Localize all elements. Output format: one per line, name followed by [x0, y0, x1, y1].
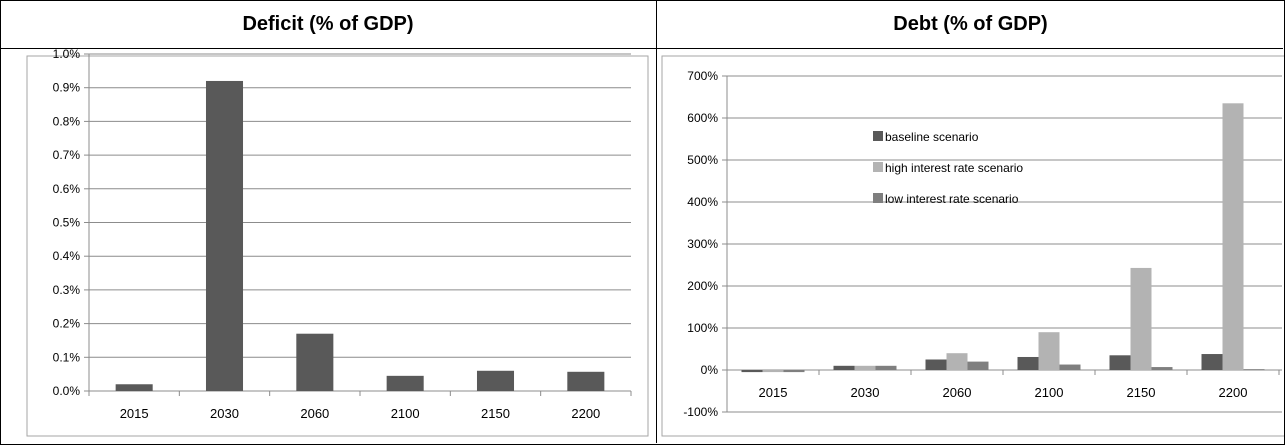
deficit-y-tick-label: 0.4%	[53, 249, 81, 263]
debt-bar-2200-series-2	[1222, 103, 1244, 371]
debt-bar-2030-series-3	[875, 365, 897, 370]
debt-x-tick-label: 2015	[759, 385, 788, 400]
debt-bar-2060-series-1	[925, 359, 947, 370]
debt-bar-2100-series-1	[1017, 356, 1039, 370]
debt-x-tick-label: 2100	[1035, 385, 1064, 400]
deficit-y-tick-label: 1.0%	[53, 49, 81, 61]
deficit-plot-border	[26, 55, 649, 437]
debt-bar-2060-series-3	[967, 361, 989, 370]
debt-y-tick-label: 0%	[701, 363, 719, 377]
debt-bar-2015-series-2	[762, 370, 784, 373]
deficit-x-tick-label: 2015	[120, 406, 149, 421]
debt-x-tick-label: 2200	[1219, 385, 1248, 400]
debt-y-tick-label: 700%	[687, 69, 718, 83]
deficit-bar-2150	[476, 370, 515, 391]
debt-legend-swatch	[873, 162, 883, 172]
deficit-y-tick-label: 0.7%	[53, 148, 81, 162]
debt-y-tick-label: 600%	[687, 111, 718, 125]
debt-chart: -100% 0% 100% 200% 300% 400% 500% 600% 700% 2015 2…	[661, 55, 1284, 437]
debt-x-tick-label: 2150	[1127, 385, 1156, 400]
debt-bar-2150-series-3	[1151, 367, 1173, 370]
deficit-chart-title: Deficit (% of GDP)	[242, 13, 414, 35]
debt-bar-2100-series-2	[1038, 332, 1060, 370]
deficit-x-tick-label: 2150	[481, 406, 510, 421]
debt-y-tick-label: 300%	[687, 237, 718, 251]
deficit-y-tick-label: 0.1%	[53, 350, 81, 364]
debt-bar-2015-series-1	[741, 370, 763, 373]
debt-bar-2030-series-1	[833, 365, 855, 370]
deficit-y-tick-label: 0.8%	[53, 114, 81, 128]
debt-bar-2100-series-3	[1059, 364, 1081, 370]
debt-bar-2200-series-1	[1201, 354, 1223, 370]
deficit-y-tick-label: 0.3%	[53, 283, 81, 297]
deficit-y-tick-label: 0.9%	[53, 81, 81, 95]
debt-y-tick-label: 400%	[687, 195, 718, 209]
deficit-x-tick-label: 2100	[391, 406, 420, 421]
debt-bar-2150-series-1	[1109, 355, 1131, 370]
debt-legend-label: baseline scenario	[885, 130, 979, 144]
deficit-x-tick-label: 2060	[300, 406, 329, 421]
deficit-bar-2030	[205, 80, 244, 392]
debt-legend-label: high interest rate scenario	[885, 161, 1023, 175]
debt-legend-swatch	[873, 193, 883, 203]
deficit-y-tick-label: 0.0%	[53, 384, 81, 398]
deficit-bar-2015	[115, 384, 153, 391]
debt-y-tick-label: 100%	[687, 321, 718, 335]
debt-plot-border	[661, 55, 1284, 437]
title-divider	[0, 48, 1283, 49]
deficit-y-tick-label: 0.5%	[53, 216, 81, 230]
debt-chart-title: Debt (% of GDP)	[893, 13, 1048, 35]
debt-legend-label: low interest rate scenario	[885, 192, 1019, 206]
debt-legend-swatch	[873, 131, 883, 141]
debt-bar-2200-series-3	[1243, 369, 1265, 371]
deficit-bar-2100	[386, 375, 424, 391]
debt-bar-2150-series-2	[1130, 267, 1152, 370]
debt-x-tick-label: 2060	[943, 385, 972, 400]
debt-bar-2030-series-2	[854, 365, 876, 370]
deficit-bar-2060	[296, 333, 334, 391]
deficit-y-tick-label: 0.6%	[53, 182, 81, 196]
deficit-bar-2200	[567, 371, 605, 391]
deficit-x-tick-label: 2200	[571, 406, 600, 421]
deficit-x-tick-label: 2030	[210, 406, 239, 421]
deficit-chart: 0.0% 0.1% 0.2% 0.3% 0.4% 0.5% 0.6% 0.7% 0.8% 0.9%…	[26, 49, 649, 437]
debt-bar-2060-series-2	[946, 353, 968, 370]
debt-x-tick-label: 2030	[851, 385, 880, 400]
debt-y-tick-label: 200%	[687, 279, 718, 293]
panel-divider	[656, 0, 657, 443]
deficit-y-tick-label: 0.2%	[53, 317, 81, 331]
debt-y-tick-label: 500%	[687, 153, 718, 167]
debt-y-tick-label: -100%	[683, 405, 718, 419]
debt-bar-2015-series-3	[783, 370, 805, 373]
